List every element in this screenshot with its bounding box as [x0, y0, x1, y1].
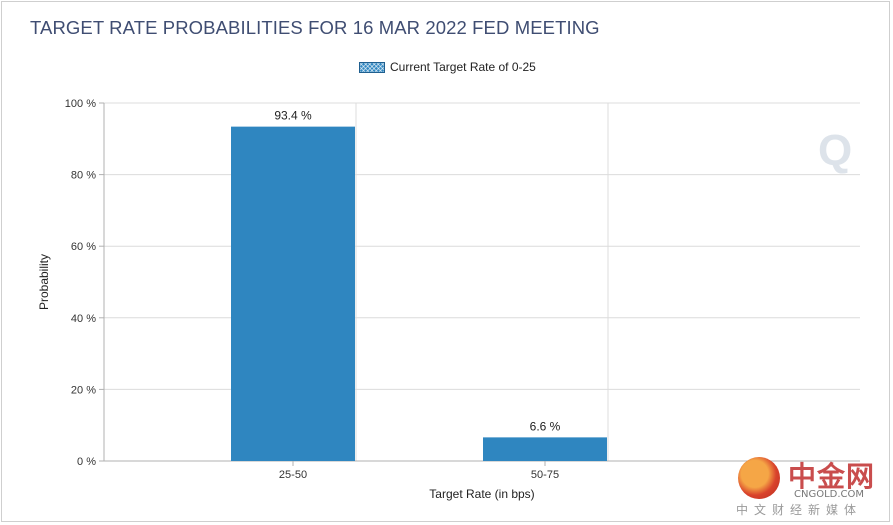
y-tick-label: 60 % [71, 241, 96, 253]
watermark-cn: 中金网 [788, 460, 876, 493]
y-tick-label: 80 % [71, 170, 96, 182]
y-axis-title: Probability [37, 254, 51, 310]
x-axis-title: Target Rate (in bps) [429, 487, 534, 501]
data-label: 93.4 % [274, 109, 312, 123]
y-tick-label: 40 % [71, 313, 96, 325]
data-label: 6.6 % [530, 419, 561, 433]
y-tick-label: 0 % [77, 456, 96, 468]
legend-swatch [359, 61, 385, 73]
q-watermark-icon: Q [818, 126, 852, 175]
legend[interactable]: Current Target Rate of 0-25 [359, 60, 536, 74]
legend-label: Current Target Rate of 0-25 [390, 60, 536, 74]
watermark-sub: 中文财经新媒体 [736, 503, 863, 517]
bar-50-75 [483, 437, 607, 461]
y-tick-label: 100 % [65, 98, 96, 110]
x-tick-label: 25-50 [279, 469, 307, 481]
cngold-logo-icon [738, 457, 780, 499]
watermark: 中金网 CNGOLD.COM 中文财经新媒体 [736, 455, 886, 517]
chart-title: TARGET RATE PROBABILITIES FOR 16 MAR 202… [30, 17, 600, 38]
x-tick-label: 50-75 [531, 469, 559, 481]
y-tick-label: 20 % [71, 384, 96, 396]
bar-25-50 [231, 126, 355, 462]
watermark-en: CNGOLD.COM [794, 489, 865, 500]
